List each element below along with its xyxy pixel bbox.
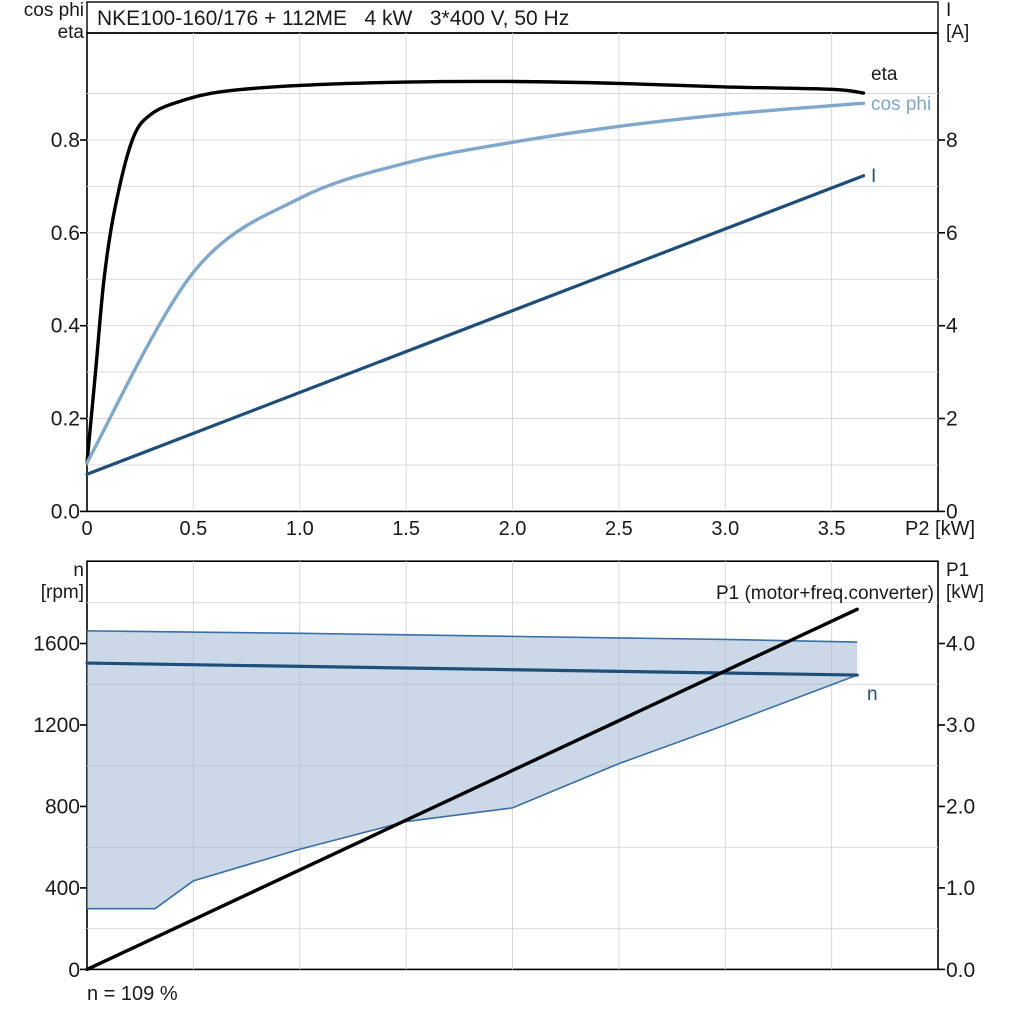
svg-text:3.0: 3.0 (711, 518, 739, 540)
svg-text:I: I (871, 166, 876, 187)
svg-text:0.8: 0.8 (51, 129, 80, 152)
svg-text:2: 2 (946, 408, 958, 431)
svg-text:0: 0 (81, 518, 92, 540)
svg-text:8: 8 (946, 129, 958, 152)
svg-text:I: I (946, 0, 951, 21)
svg-text:[kW]: [kW] (946, 582, 984, 603)
svg-text:1.0: 1.0 (286, 518, 314, 540)
svg-text:4: 4 (946, 315, 958, 338)
svg-text:0.6: 0.6 (51, 222, 80, 245)
svg-text:cos phi: cos phi (24, 0, 84, 21)
svg-text:n: n (867, 684, 878, 705)
svg-text:0.5: 0.5 (179, 518, 207, 540)
svg-text:2.5: 2.5 (605, 518, 633, 540)
svg-text:3.5: 3.5 (818, 518, 846, 540)
svg-text:P1 (motor+freq.converter): P1 (motor+freq.converter) (716, 583, 934, 604)
svg-text:2.0: 2.0 (946, 795, 975, 818)
svg-text:2.0: 2.0 (499, 518, 527, 540)
svg-text:4.0: 4.0 (946, 633, 975, 656)
svg-text:0.0: 0.0 (946, 959, 975, 982)
svg-text:0.4: 0.4 (51, 315, 81, 338)
svg-text:cos phi: cos phi (871, 94, 931, 115)
svg-text:P2 [kW]: P2 [kW] (905, 518, 975, 540)
svg-text:[A]: [A] (946, 22, 969, 43)
svg-text:NKE100-160/176 + 112ME 4 kW: NKE100-160/176 + 112ME 4 kW 3*400 V, 50 … (97, 7, 569, 30)
svg-text:800: 800 (45, 795, 80, 818)
svg-text:6: 6 (946, 222, 958, 245)
svg-text:P1: P1 (946, 560, 969, 581)
svg-text:n = 109 %: n = 109 % (87, 983, 178, 1005)
svg-text:0: 0 (68, 959, 80, 982)
svg-text:eta: eta (871, 64, 898, 85)
svg-text:[rpm]: [rpm] (41, 582, 84, 603)
svg-text:n: n (73, 560, 84, 581)
svg-text:eta: eta (58, 22, 85, 43)
svg-text:0.2: 0.2 (51, 408, 80, 431)
svg-text:0.0: 0.0 (51, 500, 80, 523)
svg-text:1200: 1200 (33, 714, 80, 737)
svg-text:1.5: 1.5 (392, 518, 420, 540)
svg-text:400: 400 (45, 877, 80, 900)
svg-text:1600: 1600 (33, 633, 80, 656)
svg-text:1.0: 1.0 (946, 877, 975, 900)
svg-text:3.0: 3.0 (946, 714, 975, 737)
